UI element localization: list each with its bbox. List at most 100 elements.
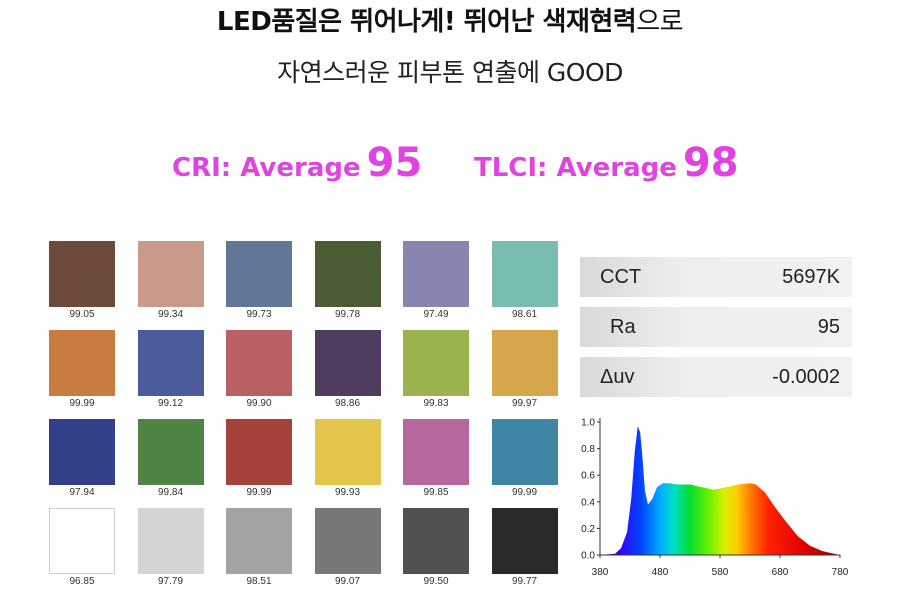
headline: LED품질은 뛰어나게! 뛰어난 색재현력으로	[0, 4, 900, 40]
headline-light: 으로	[636, 7, 684, 37]
color-swatch: 97.49	[403, 241, 469, 321]
color-swatch: 99.97	[491, 330, 558, 410]
cri-label: CRI: Average	[172, 153, 361, 183]
color-swatch: 99.99	[226, 419, 292, 499]
swatch-value: 99.90	[246, 398, 272, 409]
y-tick-label: 0.6	[581, 471, 595, 482]
swatch-color-block	[137, 330, 204, 396]
swatch-color-block	[491, 419, 558, 485]
swatch-value: 99.97	[511, 398, 538, 409]
color-swatch: 99.12	[137, 330, 204, 410]
color-swatch: 99.34	[137, 241, 204, 321]
color-swatch: 99.73	[226, 241, 292, 321]
swatch-value: 99.73	[246, 309, 272, 320]
color-swatch: 99.99	[49, 330, 115, 410]
swatch-value: 99.12	[157, 398, 184, 409]
swatch-color-block	[137, 241, 204, 307]
swatch-color-block	[403, 330, 469, 396]
swatch-color-block	[226, 330, 292, 396]
x-tick-label: 580	[712, 567, 729, 578]
subheadline: 자연스러운 피부톤 연출에 GOOD	[277, 58, 623, 87]
swatch-value: 98.86	[334, 398, 361, 409]
swatch-color-block	[403, 508, 469, 574]
cct-row: CCT 5697K	[580, 257, 852, 297]
cct-key: CCT	[600, 266, 642, 288]
y-tick-label: 0.4	[581, 497, 595, 508]
color-swatch: 99.84	[137, 419, 204, 499]
swatch-color-block	[403, 241, 469, 307]
swatch-color-block	[137, 508, 204, 574]
swatch-value: 99.84	[157, 487, 184, 498]
tlci-label: TLCI: Average	[474, 153, 677, 183]
color-swatch: 99.07	[314, 508, 381, 588]
swatch-color-block	[314, 508, 381, 574]
color-swatch: 99.50	[403, 508, 469, 588]
swatch-color-block	[226, 241, 292, 307]
y-tick-label: 0.8	[581, 444, 595, 455]
color-swatch: 99.83	[403, 330, 469, 410]
swatch-value: 99.07	[334, 576, 361, 587]
swatch-value: 99.05	[69, 309, 95, 320]
swatch-color-block	[49, 508, 115, 574]
swatch-color-block	[226, 508, 292, 574]
swatch-color-block	[314, 241, 381, 307]
color-swatch: 96.85	[49, 508, 115, 588]
duv-row: Δuv -0.0002	[580, 357, 852, 397]
swatch-value: 97.94	[69, 487, 95, 498]
swatch-color-block	[49, 330, 115, 396]
swatch-value: 99.50	[423, 576, 449, 587]
swatch-color-block	[403, 419, 469, 485]
swatch-value: 99.34	[157, 309, 184, 320]
swatch-value: 97.49	[423, 309, 449, 320]
swatch-value: 99.99	[69, 398, 95, 409]
swatch-value: 99.99	[511, 487, 538, 498]
color-swatch: 99.85	[403, 419, 469, 499]
color-swatch: 98.61	[491, 241, 558, 321]
swatch-value: 99.99	[246, 487, 272, 498]
spectrum-chart: 0.0 0.2 0.4 0.6 0.8 1.0 380 480 580 680 780	[581, 418, 849, 579]
duv-key: Δuv	[600, 366, 635, 388]
cri-value: 95	[366, 140, 423, 186]
swatch-color-block	[491, 330, 558, 396]
swatch-value: 99.85	[423, 487, 449, 498]
swatch-color-block	[49, 241, 115, 307]
swatch-color-block	[49, 419, 115, 485]
y-tick-label: 0.0	[581, 551, 595, 562]
swatch-color-block	[491, 241, 558, 307]
color-swatch: 98.51	[226, 508, 292, 588]
x-tick-label: 480	[652, 567, 669, 578]
x-tick-label: 780	[832, 567, 849, 578]
swatch-value: 96.85	[69, 576, 95, 587]
x-tick-label: 680	[772, 567, 789, 578]
color-swatch: 99.93	[314, 419, 381, 499]
color-swatch: 99.99	[491, 419, 558, 499]
ra-row: Ra 95	[580, 307, 852, 347]
swatch-value: 98.51	[246, 576, 272, 587]
tlci-value: 98	[682, 140, 739, 186]
cct-value: 5697K	[782, 266, 840, 288]
swatch-color-block	[137, 419, 204, 485]
swatch-value: 99.83	[423, 398, 449, 409]
y-tick-label: 1.0	[581, 418, 595, 429]
color-swatch: 99.77	[491, 508, 558, 588]
ra-key: Ra	[610, 316, 636, 338]
swatch-value: 99.78	[334, 309, 361, 320]
cri-metric: CRI: Average 95	[172, 140, 422, 186]
swatch-value: 99.93	[334, 487, 361, 498]
swatch-color-block	[314, 419, 381, 485]
color-swatch: 98.86	[314, 330, 381, 410]
color-swatch: 97.94	[49, 419, 115, 499]
tlci-metric: TLCI: Average 98	[474, 140, 739, 186]
y-tick-label: 0.2	[581, 524, 595, 535]
swatch-color-block	[226, 419, 292, 485]
ra-value: 95	[817, 316, 840, 338]
swatch-value: 97.79	[157, 576, 184, 587]
color-swatch: 99.05	[49, 241, 115, 321]
swatch-color-block	[314, 330, 381, 396]
color-swatch: 97.79	[137, 508, 204, 588]
spectrum-area	[600, 426, 840, 555]
duv-value: -0.0002	[772, 366, 840, 388]
color-swatch: 99.90	[226, 330, 292, 410]
color-swatch: 99.78	[314, 241, 381, 321]
swatch-value: 98.61	[511, 309, 538, 320]
